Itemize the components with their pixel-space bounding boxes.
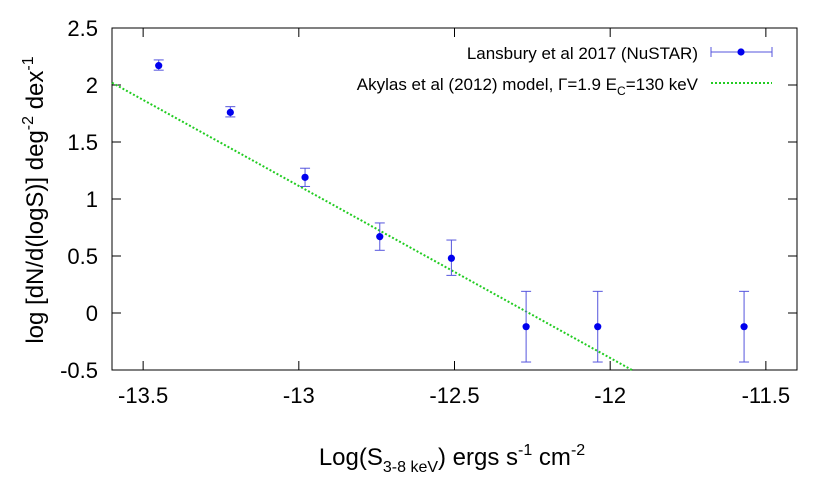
data-point — [447, 254, 455, 262]
x-axis-label: Log(S3-8 keV) ergs s-1 cm-2 — [319, 442, 585, 476]
legend-point — [737, 48, 745, 56]
data-point — [301, 173, 309, 181]
y-axis-label: log [dN/d(logS)] deg-2 dex-1 — [20, 56, 49, 343]
y-tick-label: 0 — [86, 301, 98, 326]
y-tick-label: 2.5 — [67, 16, 98, 41]
x-label-mid: ) ergs s — [438, 444, 518, 471]
legend-symbol-lansbury — [710, 47, 773, 57]
y-tick-label: 2 — [86, 73, 98, 98]
data-point — [594, 323, 602, 331]
x-tick-label: -13 — [283, 383, 315, 408]
x-label-sub: 3-8 keV — [383, 459, 438, 476]
data-point — [155, 62, 163, 70]
x-label-pre: Log(S — [319, 444, 383, 471]
legend-label-lansbury: Lansbury et al 2017 (NuSTAR) — [467, 44, 698, 63]
y-label-sup1: -2 — [20, 116, 37, 130]
data-point — [740, 323, 748, 331]
x-tick-label: -12 — [594, 383, 626, 408]
x-tick-label: -12.5 — [429, 383, 479, 408]
legend: Lansbury et al 2017 (NuSTAR) Akylas et a… — [357, 44, 773, 98]
y-tick-label: 1 — [86, 187, 98, 212]
y-label-pre: log [dN/d(logS)] deg — [22, 130, 49, 343]
x-tick-label: -11.5 — [742, 383, 791, 408]
data-point — [376, 233, 384, 241]
y-label-mid: dex — [22, 71, 49, 116]
legend-akylas-post: =130 keV — [626, 75, 699, 94]
x-tick-label: -13.5 — [118, 383, 168, 408]
legend-akylas-sub: C — [617, 84, 626, 98]
legend-akylas-pre: Akylas et al (2012) model, Γ=1.9 E — [357, 75, 617, 94]
plot-area: -13.5 -13 -12.5 -12 -11.5 2.5 2 1.5 1 0.5 0 -0.5 — [60, 16, 798, 408]
data-point — [226, 108, 234, 116]
legend-label-akylas: Akylas et al (2012) model, Γ=1.9 EC=130 … — [357, 75, 699, 98]
model-line — [111, 81, 633, 371]
x-label-mid2: cm — [532, 444, 571, 471]
x-label-sup1: -1 — [518, 442, 532, 459]
y-label-sup2: -1 — [20, 56, 37, 70]
data-point — [522, 323, 530, 331]
y-tick-label: 1.5 — [67, 130, 98, 155]
y-tick-label: 0.5 — [67, 244, 98, 269]
y-tick-label: -0.5 — [60, 358, 98, 383]
x-label-sup2: -2 — [571, 442, 585, 459]
